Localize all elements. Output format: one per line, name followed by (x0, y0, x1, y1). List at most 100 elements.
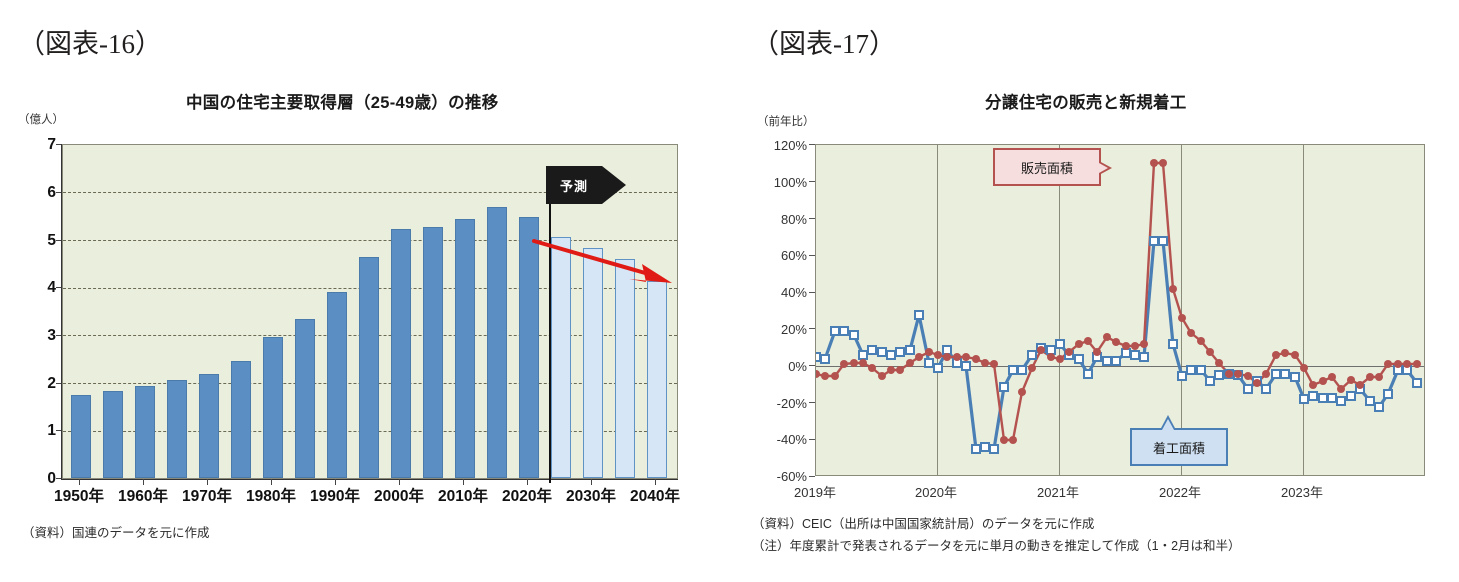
series-lines-svg (816, 159, 1422, 454)
y-tick-mark (809, 218, 815, 219)
vertical-gridline-2021 (1059, 145, 1060, 475)
x-tick-mark (399, 479, 400, 485)
vertical-gridline-2023 (1303, 145, 1304, 475)
x-tick-label-2040: 2040年 (630, 488, 680, 505)
x-tick-label-2000: 2000年 (374, 488, 424, 505)
bar-2030 (583, 248, 603, 478)
trend-arrow-icon (532, 239, 672, 283)
y-tick-mark (56, 144, 62, 145)
y-tick-label-7: 7 (47, 136, 56, 153)
bar-1975 (231, 361, 251, 478)
bar-1970 (199, 374, 219, 478)
bar-2025 (551, 236, 571, 478)
y-tick-mark (809, 439, 815, 440)
bar-1985 (295, 318, 315, 478)
forecast-divider-line (549, 168, 551, 483)
x-tick-label-1980: 1980年 (246, 488, 296, 505)
source-note-16: （資料）国連のデータを元に作成 (22, 526, 210, 540)
x-axis-line-16 (61, 479, 678, 480)
x-tick-mark (335, 479, 336, 485)
x-tick-mark (655, 479, 656, 485)
bar-1955 (103, 391, 123, 478)
vertical-gridline-2020 (937, 145, 938, 475)
callout-sales-area: 販売面積 (993, 148, 1112, 186)
y-axis-line-16 (61, 144, 62, 479)
gridline (63, 240, 677, 241)
x-tick-label-1970: 1970年 (182, 488, 232, 505)
y-tick-label-2: 2 (47, 375, 56, 392)
bar-2035 (615, 259, 635, 478)
figure-tag-16: （図表-16） (18, 29, 162, 59)
x-tick-label-1990: 1990年 (310, 488, 360, 505)
gridline (63, 192, 677, 193)
vertical-gridline-2022 (1181, 145, 1182, 475)
y-tick-mark (809, 328, 815, 329)
x-tick-mark (463, 479, 464, 485)
bar-1960 (135, 385, 155, 478)
y-tick-mark (809, 292, 815, 293)
x-tick-label-2020: 2020年 (502, 488, 552, 505)
y-tick-label-80: 80% (780, 212, 807, 227)
y-tick-mark (56, 430, 62, 431)
figure-panel-16: （図表-16） 中国の住宅主要取得層（25-49歳）の推移 （億人） 7 6 5… (18, 29, 680, 540)
y-tick-label-1: 1 (47, 422, 56, 439)
y-tick-mark (809, 255, 815, 256)
bar-2005 (423, 226, 443, 478)
callout-sales-label: 販売面積 (1020, 160, 1073, 176)
method-note-17: （注）年度累計で発表されるデータを元に単月の動きを推定して作成（1・2月は和半） (752, 539, 1241, 553)
y-tick-mark (56, 192, 62, 193)
y-tick-mark (809, 476, 815, 477)
y-tick-mark (56, 335, 62, 336)
x-tick-mark (143, 479, 144, 485)
callout-starts-label: 着工面積 (1152, 440, 1205, 456)
x-tick-mark (79, 479, 80, 485)
plot-area-17 (815, 144, 1425, 476)
forecast-banner-arrow-icon (602, 166, 626, 204)
bar-2020 (519, 217, 539, 478)
x-tick-label-2010: 2010年 (438, 488, 488, 505)
bar-2000 (391, 228, 411, 478)
zero-line (816, 366, 1424, 367)
bar-2015 (487, 207, 507, 478)
series-markers-sales (816, 159, 1421, 444)
y-axis-unit-17: （前年比） (757, 116, 815, 128)
y-tick-label-m60: -60% (776, 469, 807, 484)
y-tick-label-6: 6 (47, 184, 56, 201)
x-tick-label-2022: 2022年 (1159, 485, 1201, 500)
y-tick-label-3: 3 (47, 327, 56, 344)
y-tick-label-100: 100% (773, 175, 807, 190)
x-tick-label-2030: 2030年 (566, 488, 616, 505)
bar-1965 (167, 380, 187, 478)
y-tick-mark (56, 240, 62, 241)
forecast-banner-body (546, 166, 602, 204)
plot-area-16 (62, 144, 678, 479)
y-tick-mark (56, 383, 62, 384)
chart-title-17: 分譲住宅の販売と新規着工 (985, 94, 1187, 112)
bar-1995 (359, 256, 379, 478)
bar-1990 (327, 291, 347, 478)
x-tick-label-2023: 2023年 (1281, 485, 1323, 500)
y-tick-label-60: 60% (780, 248, 807, 263)
callout-tail-inner-icon (1099, 163, 1108, 173)
bar-1950 (71, 394, 91, 478)
y-tick-label-0: 0% (788, 359, 807, 374)
x-tick-mark (591, 479, 592, 485)
x-tick-label-1960: 1960年 (118, 488, 168, 505)
y-tick-mark (809, 402, 815, 403)
chart-title-16: 中国の住宅主要取得層（25-49歳）の推移 (186, 94, 499, 112)
y-tick-mark (809, 365, 815, 366)
figure-tag-17: （図表-17） (752, 29, 896, 59)
y-tick-mark (809, 181, 815, 182)
y-tick-label-40: 40% (780, 285, 807, 300)
x-tick-mark (207, 479, 208, 485)
y-tick-label-20: 20% (780, 322, 807, 337)
forecast-banner: 予測 (546, 166, 626, 204)
y-tick-label-4: 4 (47, 279, 56, 296)
y-tick-mark (809, 144, 815, 145)
forecast-banner-label: 予測 (559, 178, 588, 194)
bar-1980 (263, 337, 283, 478)
source-note-17: （資料）CEIC（出所は中国国家統計局）のデータを元に作成 (752, 517, 1095, 531)
y-tick-label-m40: -40% (776, 432, 807, 447)
x-tick-label-2020: 2020年 (915, 485, 957, 500)
